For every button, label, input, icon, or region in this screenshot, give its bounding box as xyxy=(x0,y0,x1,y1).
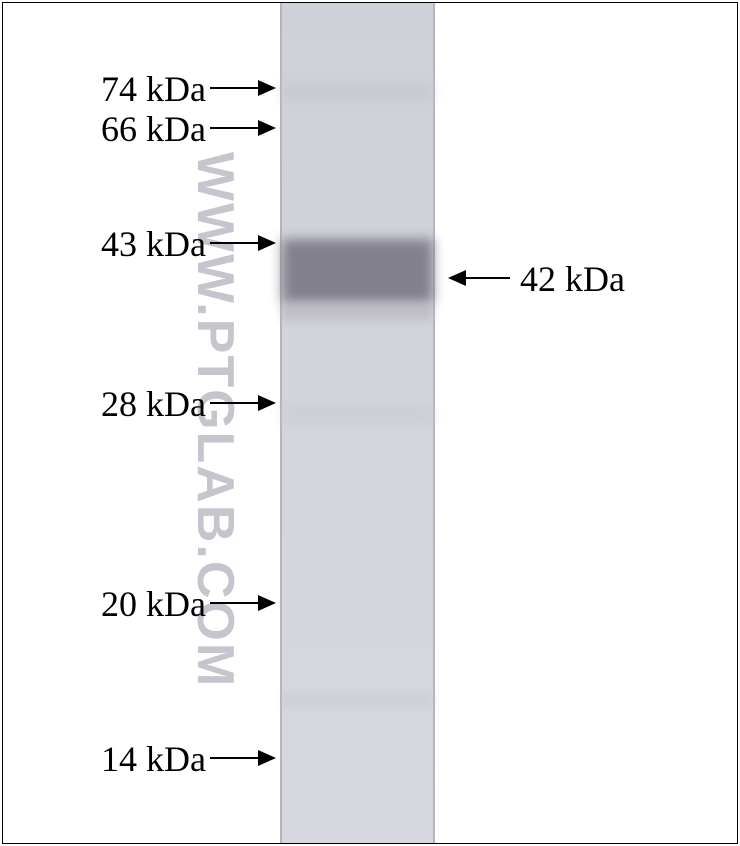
gel-band xyxy=(282,303,433,321)
arrow-right xyxy=(210,750,276,766)
arrow-right xyxy=(210,235,276,251)
arrow-left xyxy=(448,270,510,286)
arrow-right xyxy=(210,395,276,411)
arrow-right xyxy=(210,80,276,96)
marker-label: 74 kDa xyxy=(101,68,206,110)
gel-band xyxy=(282,239,433,303)
marker-label: 66 kDa xyxy=(101,108,206,150)
arrow-right xyxy=(210,120,276,136)
gel-band xyxy=(282,693,433,707)
marker-label: 20 kDa xyxy=(101,583,206,625)
gel-lane xyxy=(280,3,435,843)
marker-label: 43 kDa xyxy=(101,223,206,265)
marker-label: 28 kDa xyxy=(101,383,206,425)
gel-band xyxy=(282,81,433,103)
gel-band xyxy=(282,405,433,425)
target-band-label: 42 kDa xyxy=(520,258,625,300)
marker-label: 14 kDa xyxy=(101,738,206,780)
arrow-right xyxy=(210,595,276,611)
